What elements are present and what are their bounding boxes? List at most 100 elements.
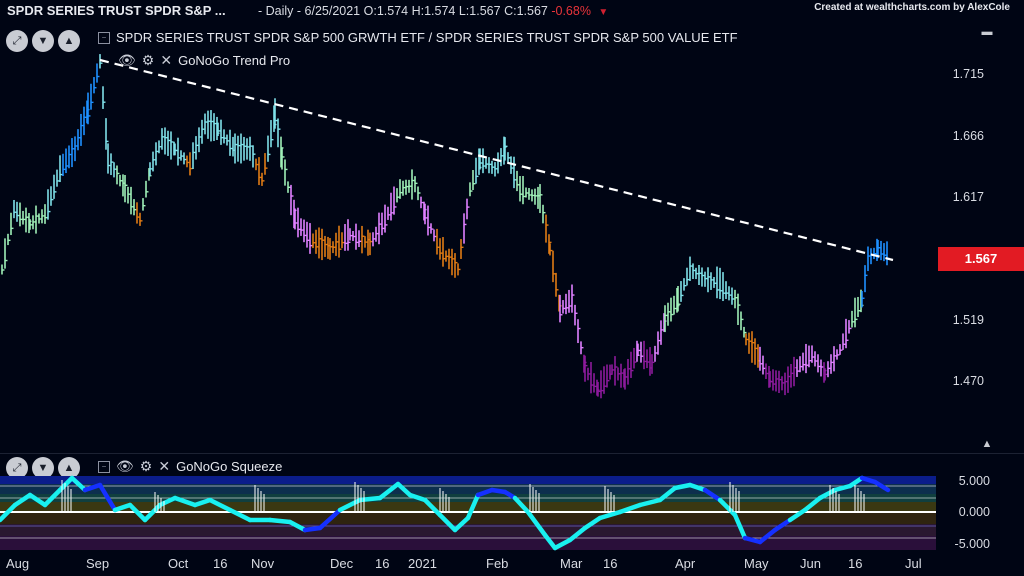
x-tick-label: Sep [86,556,110,571]
squeeze-line [772,517,793,533]
expand-icon[interactable]: ⤢ [6,30,28,52]
credit-text: Created at wealthcharts.com by AlexCole [814,2,1010,13]
squeeze-line [42,487,63,508]
squeeze-line [525,509,548,538]
expand-icon[interactable]: ⤢ [6,457,28,479]
down-arrow-icon[interactable]: ▼ [598,7,609,18]
squeeze-line [597,509,623,521]
move-up-icon[interactable]: ▲ [58,457,80,479]
y-tick: -5.000 [954,537,990,551]
move-down-icon[interactable]: ▼ [32,30,54,52]
x-tick-label: Aug [6,556,30,571]
squeeze-line [227,507,253,523]
squeeze-line [452,515,471,533]
x-tick-label: Nov [251,556,275,571]
squeeze-band [0,502,936,512]
squeeze-line [317,507,343,531]
x-tick-label: Jul [905,556,922,571]
squeeze-line [82,482,103,493]
squeeze-line [437,512,458,533]
squeeze-line [542,532,558,551]
move-down-icon[interactable]: ▼ [32,457,54,479]
squeeze-line [552,537,573,551]
squeeze-line [742,535,763,545]
close-icon[interactable]: ✕ [158,458,171,474]
squeeze-line [127,502,148,523]
axis-scale-icon[interactable]: ▲ [981,438,993,450]
symbol-legend-text: SPDR SERIES TRUST SPDR S&P 500 GRWTH ETF… [116,30,738,45]
squeeze-line [832,483,853,493]
close-value: C:1.567 [504,4,548,18]
squeeze-line [717,497,738,518]
squeeze-line [422,497,443,518]
gear-icon[interactable]: ⚙ [141,52,155,68]
move-up-icon[interactable]: ▲ [58,30,80,52]
squeeze-line [512,495,531,515]
collapse-icon[interactable]: − [98,460,110,473]
squeeze-line [377,481,401,501]
symbol-legend: − SPDR SERIES TRUST SPDR S&P 500 GRWTH E… [98,30,738,45]
squeeze-line [582,515,603,531]
squeeze-line [872,479,891,493]
x-tick-label: 2021 [408,556,437,571]
indicator-legend: 👁 ⚙ ✕ GoNoGo Trend Pro [118,52,290,69]
squeeze-band [0,536,936,550]
eye-icon[interactable]: 👁 [118,52,136,68]
squeeze-band [0,524,936,536]
squeeze-line [847,475,865,489]
collapse-icon[interactable]: − [98,31,110,44]
x-tick-label: Feb [486,556,509,571]
y-tick: 1.666 [952,129,984,143]
squeeze-band [0,484,936,494]
y-tick: 1.519 [952,313,984,327]
squeeze-line [69,475,88,493]
y-tick: 1.470 [952,374,984,388]
chart-header: SPDR SERIES TRUST SPDR S&P ... - Daily -… [0,0,1024,22]
x-tick-label: 16 [603,556,618,571]
y-tick: 1.617 [952,190,984,204]
squeeze-line [465,492,481,521]
squeeze-legend: − 👁 ⚙ ✕ GoNoGo Squeeze [98,458,282,475]
lower-panel-controls: ⤢ ▼ ▲ [6,457,80,479]
squeeze-line [757,527,778,545]
eye-icon[interactable]: 👁 [116,458,134,474]
x-tick-label: 16 [213,556,228,571]
squeeze-line [192,497,213,508]
main-panel-controls: ⤢ ▼ ▲ [6,30,80,52]
squeeze-line [287,519,308,533]
axis-scale-icon[interactable]: ▬ [981,26,993,38]
squeeze-line [657,485,678,503]
gear-icon[interactable]: ⚙ [139,458,153,474]
squeeze-indicator-name: GoNoGo Squeeze [176,459,283,474]
x-tick-label: May [744,556,769,571]
squeeze-line [732,512,748,541]
squeeze-line [787,507,808,523]
squeeze-line [475,487,495,498]
squeeze-line [407,492,428,503]
squeeze-line [672,482,693,491]
squeeze-band [0,476,936,484]
squeeze-line [802,495,823,513]
squeeze-line [27,492,48,508]
y-tick: 0.000 [958,505,990,519]
symbol-title[interactable]: SPDR SERIES TRUST SPDR S&P ... [7,3,226,18]
panel-divider[interactable] [0,453,1024,454]
interval-date: - Daily - 6/25/2021 [258,4,361,18]
trendline [99,58,894,262]
x-tick-label: 16 [375,556,390,571]
last-price-tag: 1.567 [938,247,1024,271]
open-value: O:1.574 [363,4,409,18]
y-tick: 1.715 [952,67,984,81]
squeeze-line [0,502,18,523]
close-icon[interactable]: ✕ [160,52,173,68]
high-value: H:1.574 [411,4,456,18]
x-tick-label: Oct [168,556,189,571]
y-tick: 5.000 [958,474,990,488]
squeeze-line [207,497,233,513]
squeeze-line [357,495,383,503]
squeeze-line [859,475,878,485]
squeeze-line [617,502,643,515]
change-percent: -0.68% [551,4,591,18]
indicator-name: GoNoGo Trend Pro [178,53,291,68]
